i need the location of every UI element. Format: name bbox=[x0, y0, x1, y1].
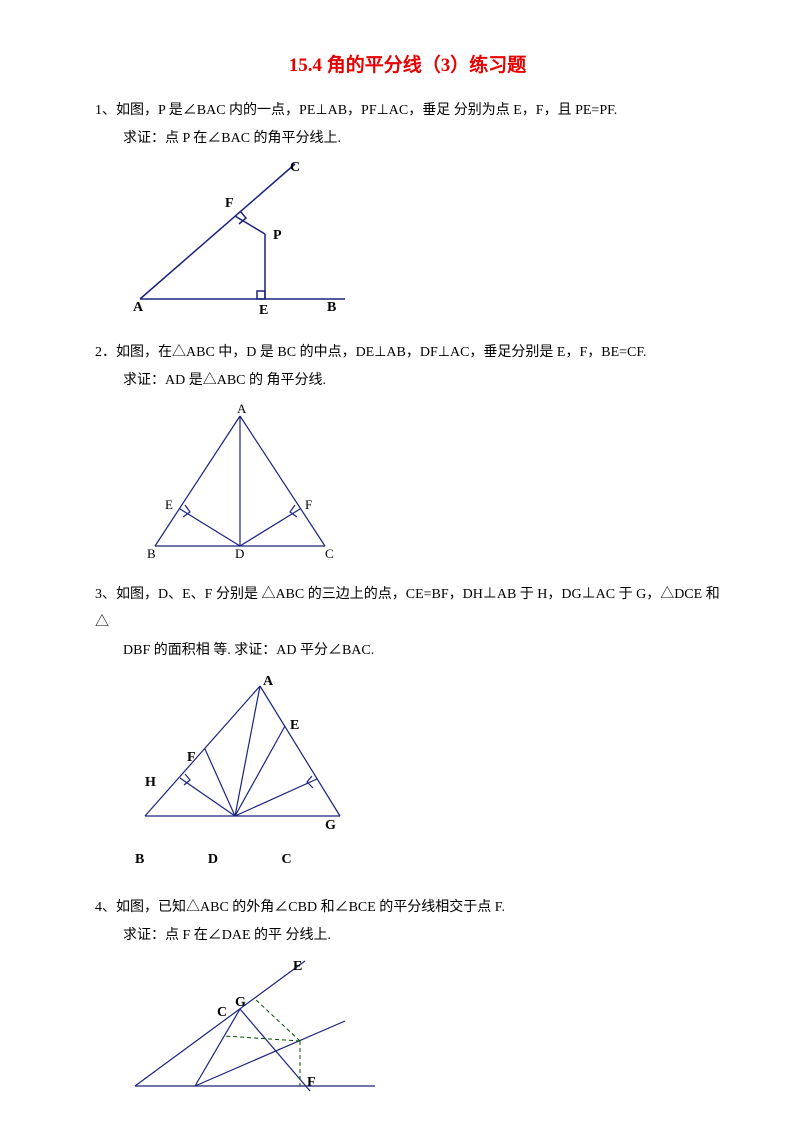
fig1-label-f: F bbox=[225, 196, 234, 211]
fig3-label-a: A bbox=[263, 674, 274, 689]
figure-4: E C G F bbox=[125, 956, 720, 1096]
fig1-label-b: B bbox=[327, 300, 336, 315]
fig1-label-c: C bbox=[290, 160, 300, 175]
fig4-label-e: E bbox=[293, 959, 302, 974]
problem-3-line1: 3、如图，D、E、F 分别是 △ABC 的三边上的点，CE=BF，DH⊥AB 于… bbox=[95, 581, 720, 637]
problem-4-line2: 求证：点 F 在∠DAE 的平 分线上. bbox=[95, 922, 720, 950]
fig2-label-f: F bbox=[305, 497, 312, 512]
problem-1-line1: 1、如图，P 是∠BAC 内的一点，PE⊥AB，PF⊥AC，垂足 分别为点 E，… bbox=[95, 97, 720, 125]
figure-3-bottom-labels: B D C bbox=[95, 846, 720, 874]
fig3-label-g: G bbox=[325, 818, 336, 831]
fig2-label-e: E bbox=[165, 497, 173, 512]
problem-1-line2: 求证：点 P 在∠BAC 的角平分线上. bbox=[95, 125, 720, 153]
figure-2: A B C D E F bbox=[125, 401, 720, 561]
fig1-label-e: E bbox=[259, 303, 268, 318]
fig4-label-g: G bbox=[235, 995, 246, 1010]
fig4-label-f: F bbox=[307, 1075, 316, 1090]
fig2-label-d: D bbox=[235, 546, 244, 561]
problem-2-line1: 2．如图，在△ABC 中，D 是 BC 的中点，DE⊥AB，DF⊥AC，垂足分别… bbox=[95, 339, 720, 367]
fig4-label-c: C bbox=[217, 1005, 227, 1020]
problem-2-line2: 求证：AD 是△ABC 的 角平分线. bbox=[95, 367, 720, 395]
problem-4-line1: 4、如图，已知△ABC 的外角∠CBD 和∠BCE 的平分线相交于点 F. bbox=[95, 894, 720, 922]
problem-4: 4、如图，已知△ABC 的外角∠CBD 和∠BCE 的平分线相交于点 F. 求证… bbox=[95, 894, 720, 1096]
fig3-ext-b: B bbox=[135, 852, 144, 867]
page-title: 15.4 角的平分线（3）练习题 bbox=[95, 50, 720, 77]
fig3-label-f: F bbox=[187, 750, 196, 765]
fig1-label-p: P bbox=[273, 228, 282, 243]
fig2-label-b: B bbox=[147, 546, 156, 561]
figure-1: A B C E F P bbox=[125, 159, 720, 319]
fig3-label-e: E bbox=[290, 718, 299, 733]
fig2-label-a: A bbox=[237, 401, 247, 416]
problem-1: 1、如图，P 是∠BAC 内的一点，PE⊥AB，PF⊥AC，垂足 分别为点 E，… bbox=[95, 97, 720, 319]
problem-2: 2．如图，在△ABC 中，D 是 BC 的中点，DE⊥AB，DF⊥AC，垂足分别… bbox=[95, 339, 720, 561]
fig3-label-h: H bbox=[145, 775, 156, 790]
fig1-label-a: A bbox=[133, 300, 144, 315]
fig3-ext-c: C bbox=[281, 852, 291, 867]
fig2-label-c: C bbox=[325, 546, 334, 561]
figure-3: A E F H G bbox=[125, 671, 720, 831]
problem-3: 3、如图，D、E、F 分别是 △ABC 的三边上的点，CE=BF，DH⊥AB 于… bbox=[95, 581, 720, 874]
fig3-ext-d: D bbox=[208, 852, 218, 867]
problem-3-line2: DBF 的面积相 等. 求证：AD 平分∠BAC. bbox=[95, 637, 720, 665]
